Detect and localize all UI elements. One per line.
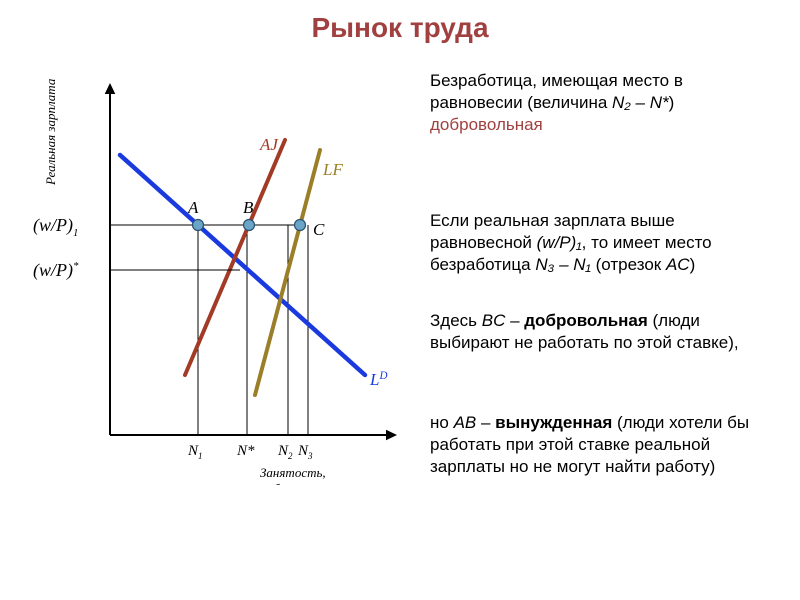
labor-market-chart: A B C LD AJ LF (w/P)1 (w/P)* N1 N* N2N3 Реальная з… <box>25 55 415 485</box>
svg-text:(w/P)1: (w/P)1 <box>33 215 78 239</box>
paragraph-4: но AB – вынужденная (люди хотели бы рабо… <box>430 412 780 478</box>
x-axis-label-1: Занятость, <box>260 465 326 480</box>
svg-text:LD: LD <box>369 370 387 389</box>
paragraph-2: Если реальная зарплата выше равновесной … <box>430 210 780 276</box>
chart-labels: A B C LD AJ LF (w/P)1 (w/P)* N1 N* N2N3 <box>33 135 387 461</box>
paragraph-1: Безработица, имеющая место в равновесии … <box>430 70 780 136</box>
paragraph-3: Здесь BC – добровольная (люди выбирают н… <box>430 310 780 354</box>
svg-text:AJ: AJ <box>259 135 279 154</box>
svg-text:N3: N3 <box>297 443 313 461</box>
svg-text:(w/P)*: (w/P)* <box>33 260 79 281</box>
y-axis-label: Реальная зарплата <box>43 78 58 186</box>
svg-text:B: B <box>243 198 254 217</box>
axes <box>105 83 397 440</box>
svg-text:LF: LF <box>322 160 343 179</box>
svg-text:C: C <box>313 220 325 239</box>
svg-text:N1: N1 <box>187 443 203 461</box>
svg-text:N*: N* <box>236 443 255 459</box>
x-axis-label-2: рабочая сила <box>259 481 333 485</box>
page-title: Рынок труда <box>0 12 800 44</box>
svg-text:N2: N2 <box>277 443 293 461</box>
svg-text:A: A <box>187 198 199 217</box>
